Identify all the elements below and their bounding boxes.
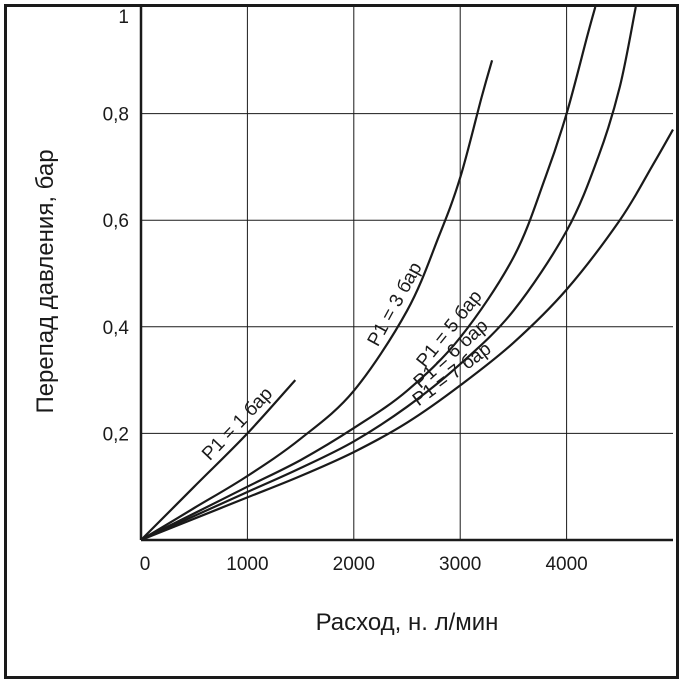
x-tick-label-2: 2000 xyxy=(333,554,375,575)
axes xyxy=(139,7,673,542)
grid xyxy=(141,7,673,540)
y-tick-label-1: 0,4 xyxy=(103,318,130,339)
y-tick-labels: 0,2 0,4 0,6 0,8 1 xyxy=(103,7,130,445)
curve-p1-7-bar xyxy=(140,129,674,542)
x-tick-label-4: 4000 xyxy=(545,554,587,575)
series-curves xyxy=(140,7,674,542)
x-tick-label-0: 0 xyxy=(140,554,151,575)
x-tick-label-1: 1000 xyxy=(226,554,268,575)
y-tick-label-4: 1 xyxy=(118,7,129,28)
y-tick-label-3: 0,8 xyxy=(103,105,129,126)
x-tick-labels: 0 1000 2000 3000 4000 xyxy=(140,554,588,575)
curve-p1-1-bar xyxy=(140,379,297,541)
curve-p1-3-bar xyxy=(140,59,494,541)
curve-p1-5-bar xyxy=(140,7,597,541)
x-tick-label-3: 3000 xyxy=(439,554,481,575)
y-tick-label-2: 0,6 xyxy=(103,211,129,232)
line-chart: 0 1000 2000 3000 4000 0,2 0,4 0,6 0,8 1 P1 = 1 б… xyxy=(32,7,674,636)
label-p1-1-bar: P1 = 1 бар xyxy=(198,383,277,464)
label-p1-3-bar: P1 = 3 бар xyxy=(364,259,427,350)
chart-frame: 0 1000 2000 3000 4000 0,2 0,4 0,6 0,8 1 P1 = 1 б… xyxy=(4,4,679,679)
curve-p1-6-bar xyxy=(140,7,637,542)
y-axis-title: Перепад давления, бар xyxy=(32,149,59,413)
x-axis-title: Расход, н. л/мин xyxy=(316,609,499,636)
y-tick-label-0: 0,2 xyxy=(103,424,129,445)
